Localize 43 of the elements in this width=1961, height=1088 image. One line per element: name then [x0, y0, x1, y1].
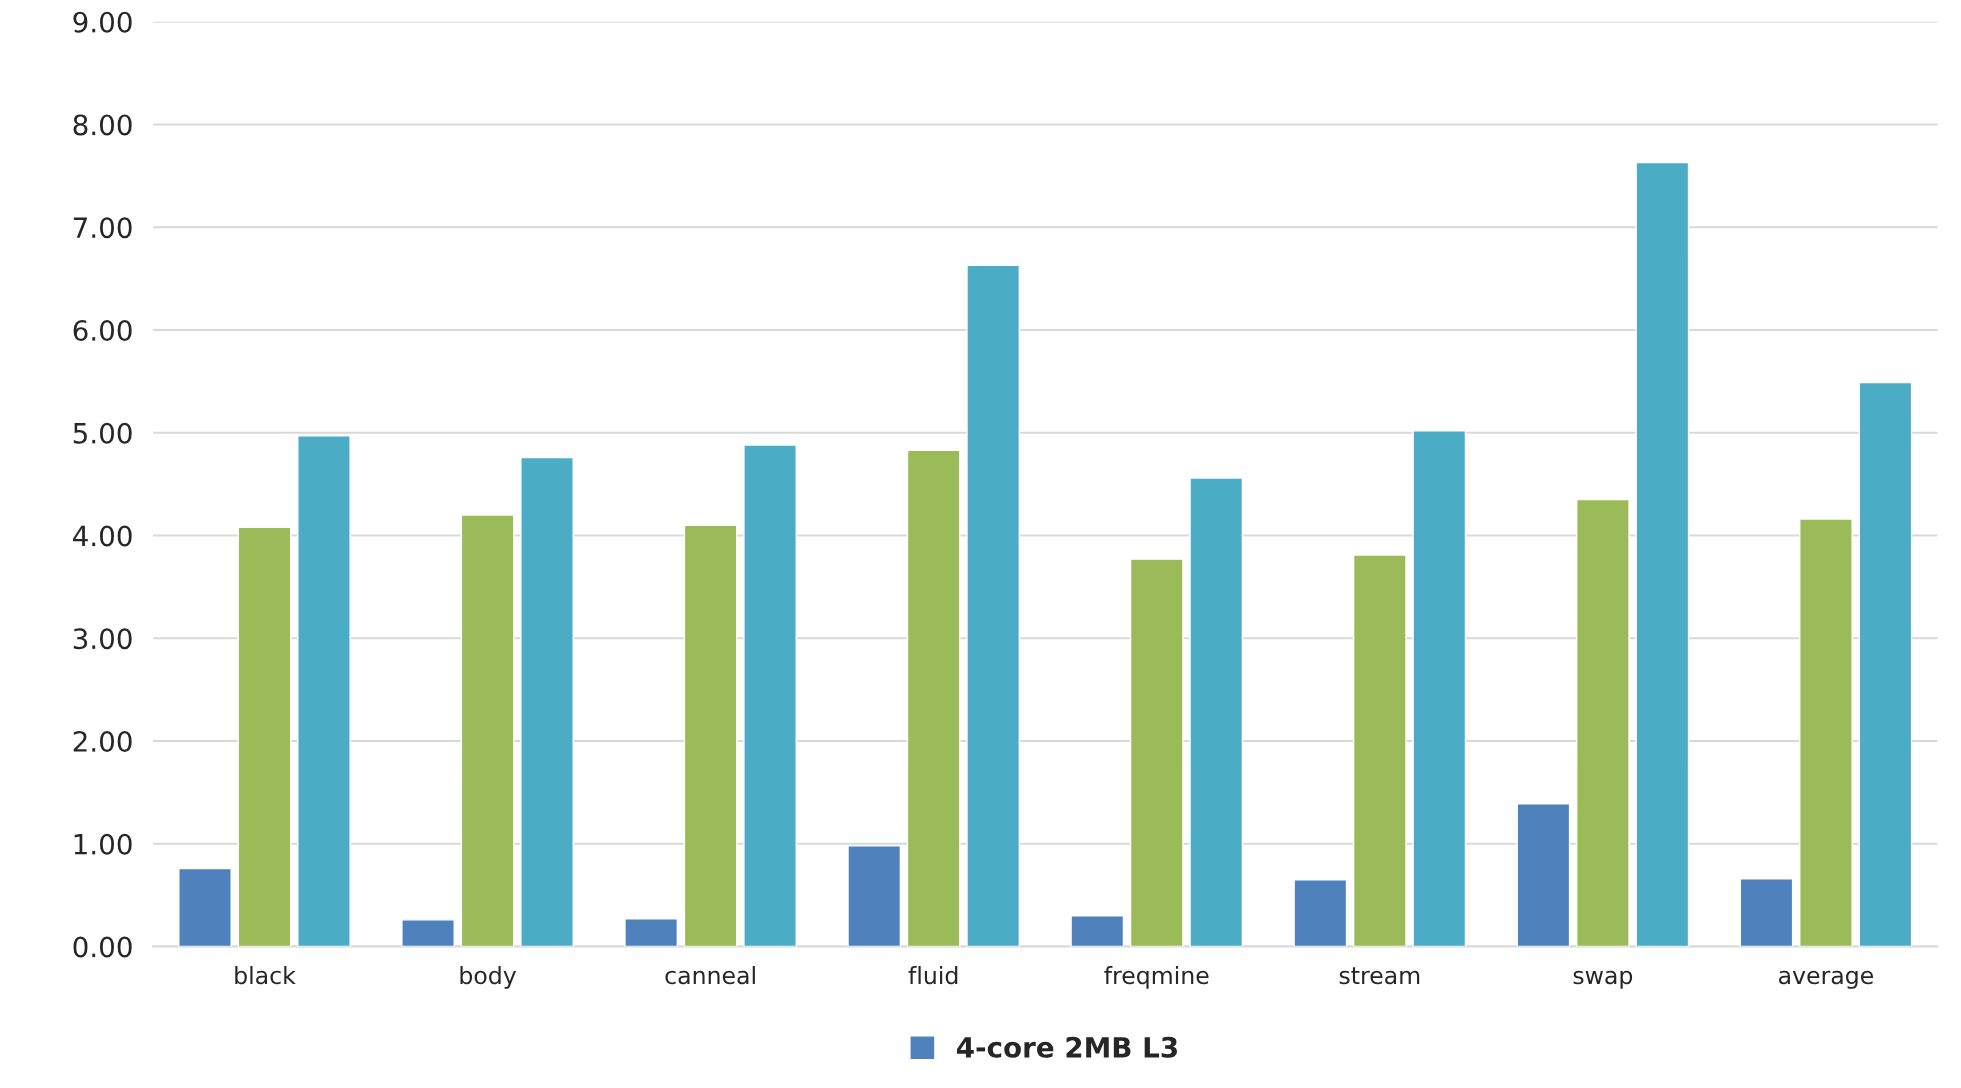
y-tick-label: 7.00	[73, 217, 132, 239]
bar	[1576, 498, 1630, 947]
bar	[966, 264, 1021, 947]
bar	[178, 867, 232, 947]
y-tick-label: 1.00	[74, 833, 132, 855]
y-tick-label: 3.00	[73, 628, 132, 650]
legend-label: 4-core 2MB L3	[956, 1036, 1177, 1058]
x-tick-label: canneal	[665, 966, 755, 985]
bar	[1189, 477, 1244, 947]
bar	[1858, 381, 1913, 947]
bar	[460, 514, 515, 947]
x-tick-label: freqmine	[1104, 966, 1209, 989]
bar	[743, 444, 797, 947]
bar	[1070, 915, 1125, 947]
bar	[1293, 879, 1348, 947]
x-tick-label: body	[460, 966, 517, 989]
x-tick-label: fluid	[908, 966, 958, 985]
y-tick-label: 0.00	[73, 936, 132, 958]
bar	[520, 456, 574, 947]
bar	[1799, 518, 1853, 947]
bar	[1516, 803, 1571, 947]
y-tick-label: 6.00	[73, 319, 132, 341]
x-tick-label: swap	[1573, 970, 1633, 989]
bar	[683, 524, 738, 947]
y-tick-label: 8.00	[73, 114, 132, 136]
bar	[906, 449, 961, 947]
bar	[297, 435, 351, 947]
bar	[237, 526, 292, 947]
y-tick-label: 4.00	[73, 525, 132, 547]
bar	[1739, 878, 1794, 947]
bar	[1635, 161, 1690, 947]
bar	[847, 845, 902, 947]
bar	[1129, 558, 1184, 947]
x-tick-label: black	[235, 966, 296, 985]
bar	[1352, 554, 1407, 947]
y-tick-label: 2.00	[73, 730, 132, 752]
x-tick-label: stream	[1339, 967, 1420, 985]
y-tick-label: 9.00	[73, 11, 132, 33]
bar	[1412, 430, 1467, 947]
bar	[624, 918, 679, 947]
x-tick-label: average	[1779, 970, 1874, 989]
bar	[401, 919, 455, 947]
y-tick-label: 5.00	[73, 422, 132, 444]
